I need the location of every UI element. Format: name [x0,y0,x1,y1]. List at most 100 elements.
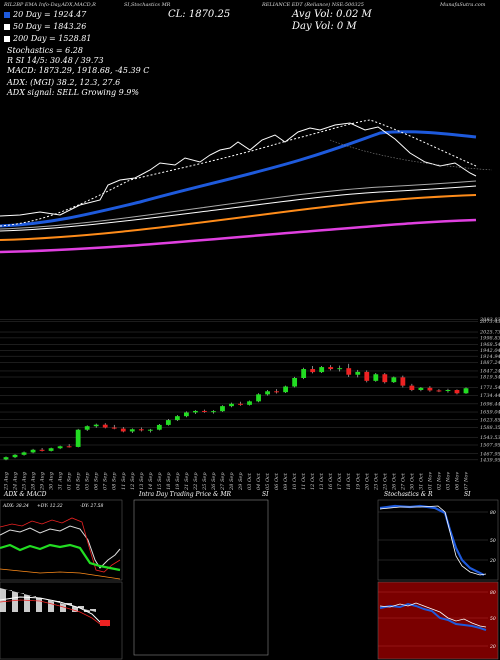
price-tick-label: 1887.24 [480,360,500,366]
price-tick-label: 1467.95 [480,451,500,457]
header-website: MunafaSutra.com [440,2,486,8]
price-tick-label: 1588.35 [480,425,500,431]
header-left-line: RIL2BP EMA Info-Day,ADX,MACD,R [4,2,96,8]
dip-label: +DY: 12.32 [37,503,63,509]
candle-body [12,454,18,458]
date-tick-label: 15 Sep [157,472,163,490]
ema20-line [0,130,477,228]
price-tick-label: 2073.43 [479,319,500,325]
candle-body [319,367,325,373]
date-tick-label: 20 Oct [364,472,370,491]
rsi-label-80: 80 [490,590,496,596]
price-tick-label: 1507.95 [480,443,500,449]
candle-body [382,374,388,383]
header-mid-line: SI,Stochastics MR [124,2,171,8]
legend-ema50: 50 Day = 1843.26 [4,22,86,31]
rsi-white-line [379,602,487,628]
price-tick-label: 1439.95 [480,457,500,463]
price-tick-label: 1771.54 [480,385,500,391]
rsi-label-50: 50 [490,616,496,622]
date-tick-label: 30 Aug [49,472,55,490]
price-grid [0,319,478,461]
stoch-label-80: 80 [490,510,496,516]
date-tick-label: 09 Oct [283,472,289,490]
candle-body [364,371,370,381]
macd-signal [0,599,109,627]
candle-body [102,424,108,428]
day-volume: Day Vol: 0 M [292,21,357,32]
candle-body [183,412,189,417]
ema200-swatch [4,36,10,42]
date-tick-label: 24 Aug [13,472,19,491]
date-tick-label: 23 Aug [4,472,10,491]
date-tick-label: 14 Sep [148,472,154,490]
date-tick-label: 07 Nov [464,472,470,490]
date-tick-label: 16 Oct [328,472,334,490]
candle-body [355,371,361,375]
legend-ema200: 200 Day = 1528.81 [4,34,91,43]
date-tick-label: 04 Oct [256,472,262,490]
stoch-d-line [379,505,487,576]
avg-volume: Avg Vol: 0.02 M [292,9,372,20]
candle-body [165,420,171,425]
date-tick-label: 28 Sep [229,472,235,491]
candle-body [463,388,469,394]
candle-body [120,428,126,432]
candle-body [283,386,289,393]
adx-label: ADX: 38.24 [2,503,29,509]
price-tick-label: 1543.53 [480,435,500,441]
adx-subpanel [0,499,123,581]
adx-signal: ADX signal: SELL Growing 9.9% [7,88,139,97]
date-tick-label: 06 Sep [94,472,100,490]
date-tick-label: 04 Sep [76,472,82,490]
date-tick-label: 17 Oct [337,472,343,490]
candle-body [93,424,99,427]
price-tick-label: 1998.83 [480,335,500,341]
candle-body [265,391,270,395]
candle-body [220,406,225,412]
price-tick-label: 1659.04 [480,410,500,416]
price-line [0,122,477,217]
date-tick-label: 01 Sep [67,472,73,490]
date-tick-label: 06 Oct [274,472,280,490]
date-tick-label: 25 Sep [202,472,208,491]
date-tick-label: 29 Aug [40,472,46,491]
ema-faint-line [329,139,493,171]
date-tick-label: 19 Sep [175,472,181,490]
ema-overview [0,119,493,254]
ema-long-line [0,218,477,254]
date-tick-label: 02 Nov [436,472,442,490]
price-tick-label: 1914.94 [480,354,500,360]
date-tick-label: 19 Oct [355,472,361,490]
candle-body [75,429,81,447]
date-tick-label: 27 Sep [220,472,226,491]
date-tick-label: 10 Oct [292,472,298,490]
ema50-dotted-line [0,119,477,227]
candle-body [400,377,406,386]
candle-body [310,369,316,373]
date-tick-label: 08 Sep [112,472,118,490]
ema-mid-line-2 [0,185,477,232]
dip-green-line [0,543,121,572]
price-tick-label: 1734.44 [480,393,500,399]
intraday-panel: Intra Day Trading Price & MR SI [133,491,269,656]
price-tick-label: 1623.85 [480,417,500,423]
candle-body [418,387,424,390]
candle-body [436,390,442,392]
price-tick-label: 2083.83 [479,317,500,323]
macd-neg-bar [100,620,110,626]
ema20-label: 20 Day = 1924.47 [13,10,87,19]
candle-body [39,449,45,451]
date-tick-label: 11 Oct [301,472,307,490]
ema20-swatch [4,12,10,18]
stoch-panel-si: SI [464,491,471,498]
date-tick-label: 31 Aug [58,472,64,490]
date-tick-label: 11 Sep [121,472,127,490]
stochastics-value: Stochastics = 6.28 [7,46,83,55]
ema200-label: 200 Day = 1528.81 [13,34,92,43]
ema200-line [0,194,477,241]
price-tick-label: 1819.54 [480,375,500,381]
candle-body [3,457,9,460]
candle-body [48,448,54,451]
date-tick-label: 07 Sep [103,472,109,490]
